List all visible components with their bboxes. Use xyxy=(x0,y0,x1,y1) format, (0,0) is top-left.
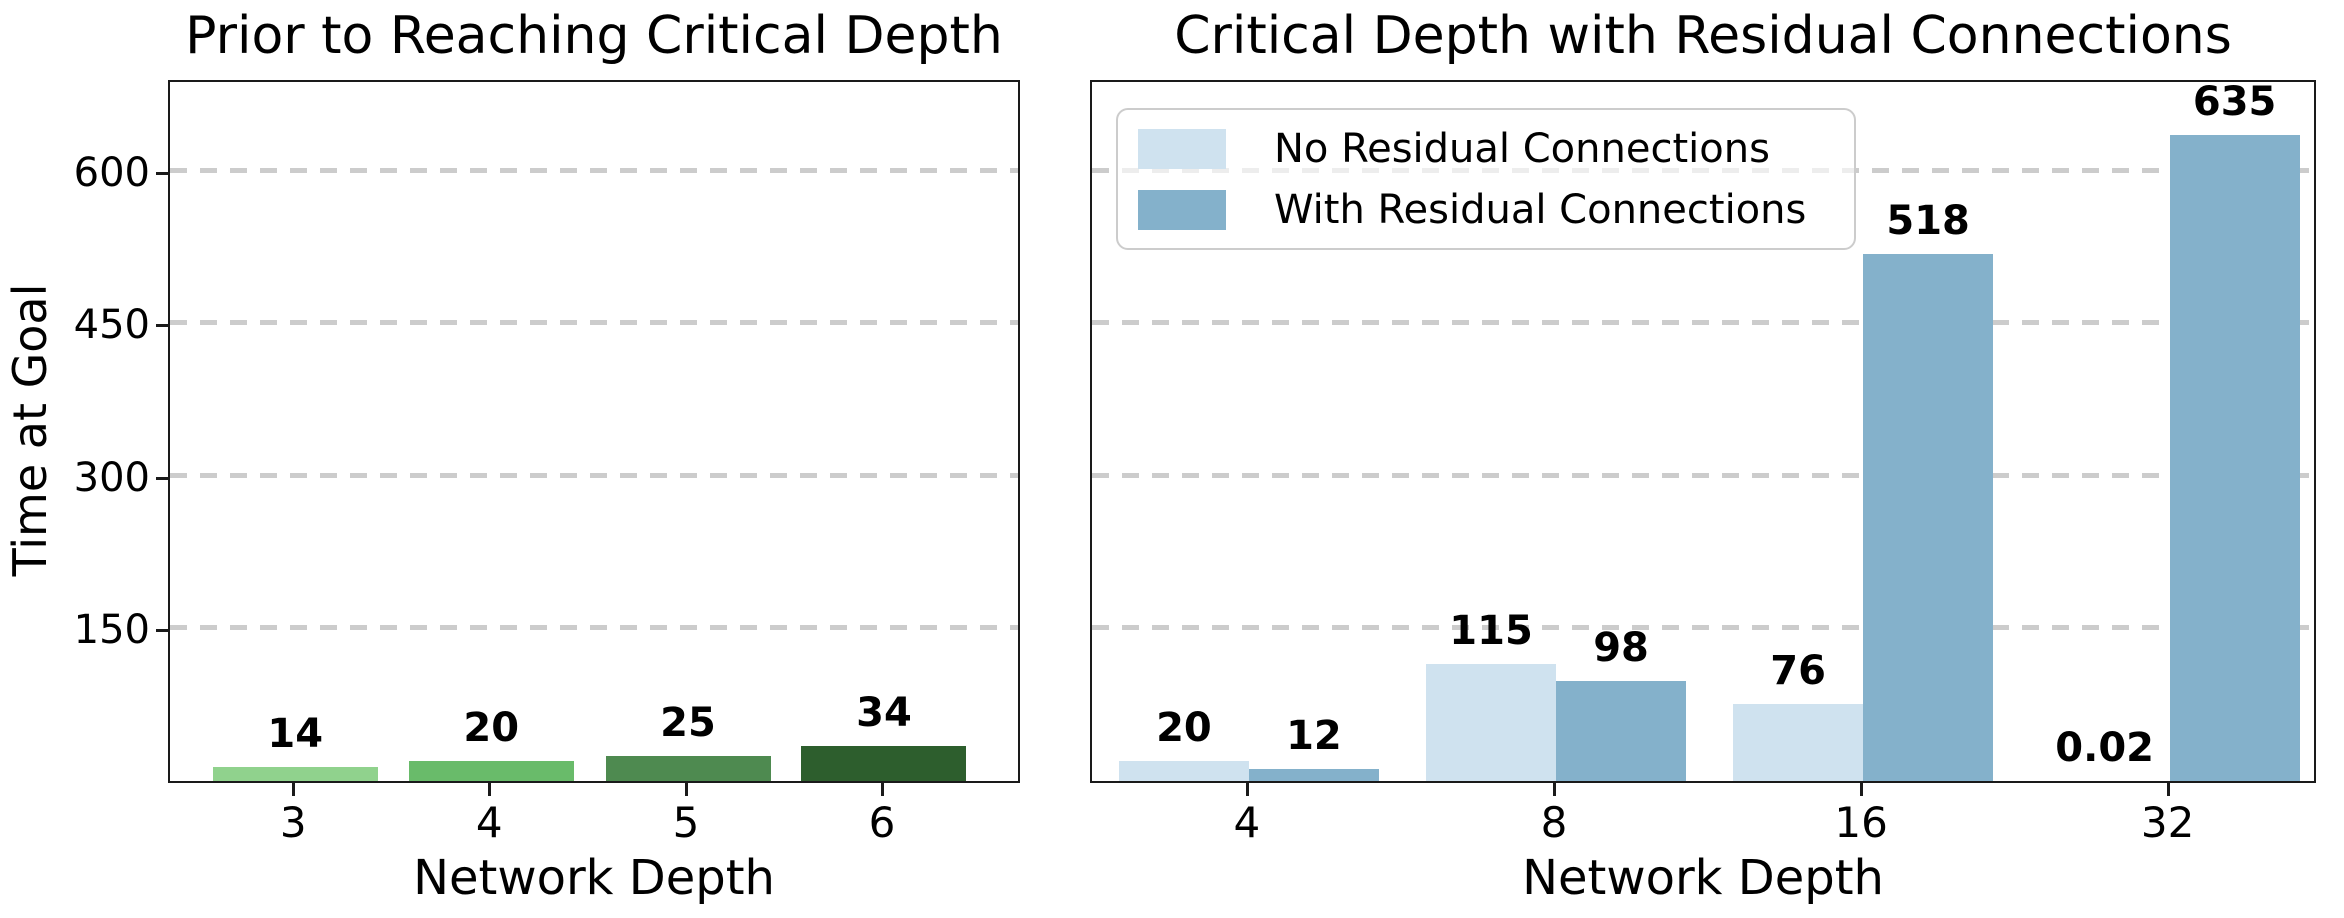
right-chart-title: Critical Depth with Residual Connections xyxy=(1174,6,2232,66)
x-tick-mark-6 xyxy=(880,783,884,796)
y-tick-mark-300 xyxy=(156,476,168,480)
x-tick-label-3: 3 xyxy=(279,798,307,847)
x-tick-mark-8 xyxy=(1553,783,1557,796)
y-tick-label-600: 600 xyxy=(73,149,150,196)
bar-depth-5 xyxy=(605,755,771,781)
bar-with-residual-depth-16 xyxy=(1863,254,1994,781)
gridline-y150 xyxy=(1092,625,2314,631)
bar-value-label-no-residual-depth-32: 0.02 xyxy=(2055,724,2154,771)
legend-entry-no-residual: No Residual Connections xyxy=(1138,126,1834,172)
y-tick-mark-150 xyxy=(156,629,168,633)
bar-no-residual-depth-16 xyxy=(1733,703,1864,781)
left-chart-title: Prior to Reaching Critical Depth xyxy=(185,6,1003,66)
bar-value-label-6: 34 xyxy=(856,690,912,737)
y-tick-label-150: 150 xyxy=(73,607,150,654)
bar-depth-6 xyxy=(801,746,967,781)
legend-swatch-with-residual xyxy=(1138,189,1226,230)
bar-no-residual-depth-8 xyxy=(1426,664,1557,781)
bar-value-label-5: 25 xyxy=(660,699,716,746)
legend-label-no-residual: No Residual Connections xyxy=(1274,125,1770,172)
x-tick-label-16: 16 xyxy=(1834,798,1888,847)
y-tick-label-300: 300 xyxy=(73,454,150,501)
bar-depth-3 xyxy=(212,766,378,781)
legend-label-with-residual: With Residual Connections xyxy=(1274,186,1807,233)
gridline-y600 xyxy=(170,167,1018,173)
x-tick-mark-3 xyxy=(292,783,296,796)
y-tick-mark-450 xyxy=(156,324,168,328)
bar-with-residual-depth-8 xyxy=(1556,681,1687,781)
x-tick-label-6: 6 xyxy=(868,798,896,847)
y-tick-label-450: 450 xyxy=(73,302,150,349)
bar-value-label-with-residual-depth-8: 98 xyxy=(1593,625,1649,672)
x-tick-label-4: 4 xyxy=(475,798,503,847)
bar-with-residual-depth-32 xyxy=(2169,134,2300,781)
bar-with-residual-depth-4 xyxy=(1248,768,1379,781)
x-tick-label-5: 5 xyxy=(672,798,700,847)
bar-value-label-4: 20 xyxy=(463,704,520,751)
x-tick-mark-5 xyxy=(685,783,689,796)
x-tick-mark-16 xyxy=(1860,783,1864,796)
legend-swatch-no-residual xyxy=(1138,128,1226,169)
right-x-axis-label: Network Depth xyxy=(1522,850,1884,906)
y-tick-mark-600 xyxy=(156,171,168,175)
gridline-y300 xyxy=(1092,472,2314,478)
x-tick-mark-32 xyxy=(2166,783,2170,796)
bar-no-residual-depth-4 xyxy=(1118,760,1249,781)
gridline-y450 xyxy=(1092,320,2314,326)
bar-value-label-with-residual-depth-4: 12 xyxy=(1286,712,1342,759)
x-tick-mark-4 xyxy=(1245,783,1249,796)
bar-value-label-3: 14 xyxy=(267,710,324,757)
gridline-y300 xyxy=(170,472,1018,478)
x-tick-label-32: 32 xyxy=(2140,798,2195,847)
bar-value-label-no-residual-depth-8: 115 xyxy=(1449,608,1533,655)
bar-value-label-with-residual-depth-32: 635 xyxy=(2192,78,2277,125)
legend: No Residual Connections With Residual Co… xyxy=(1116,108,1856,250)
x-tick-label-4: 4 xyxy=(1233,798,1261,847)
legend-entry-with-residual: With Residual Connections xyxy=(1138,187,1834,233)
x-tick-mark-4 xyxy=(488,783,492,796)
x-tick-label-8: 8 xyxy=(1540,798,1568,847)
bar-depth-4 xyxy=(408,760,574,781)
left-x-axis-label: Network Depth xyxy=(413,850,775,906)
bar-value-label-no-residual-depth-16: 76 xyxy=(1770,647,1826,694)
gridline-y450 xyxy=(170,320,1018,326)
right-plot-area: No Residual Connections With Residual Co… xyxy=(1090,78,2316,783)
gridline-y150 xyxy=(170,625,1018,631)
bar-value-label-with-residual-depth-16: 518 xyxy=(1886,198,1970,245)
left-plot-area: 14 20 25 34 xyxy=(168,80,1020,783)
bar-value-label-no-residual-depth-4: 20 xyxy=(1156,704,1212,751)
